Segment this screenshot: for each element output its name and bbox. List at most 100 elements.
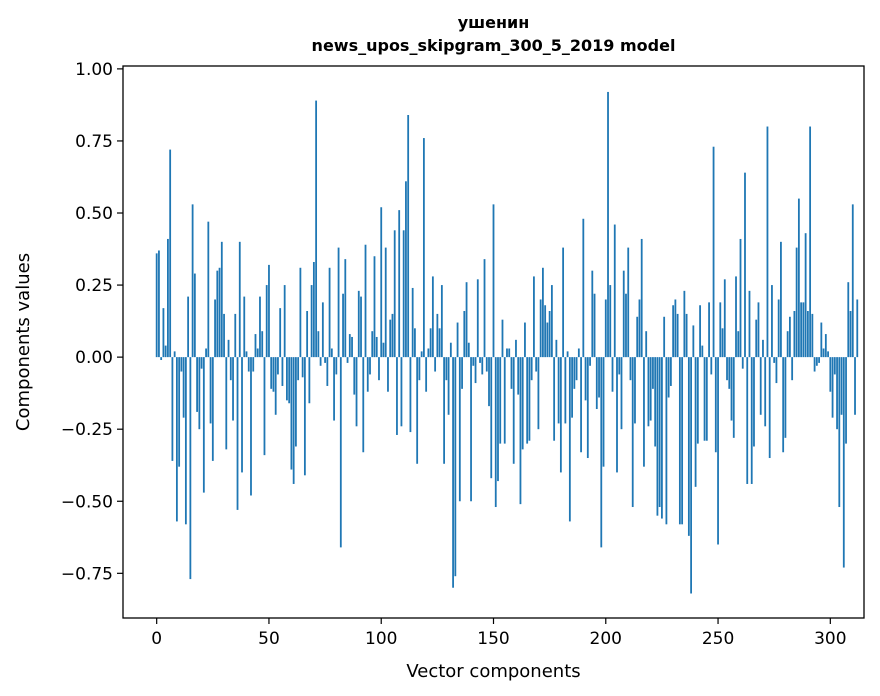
bar-63 [297,357,300,381]
bar-52 [272,357,275,392]
bar-89 [355,357,358,427]
bar-194 [591,270,594,358]
bar-199 [602,357,605,467]
bar-244 [703,357,706,441]
bar-118 [420,351,423,358]
bar-177 [553,357,556,441]
bar-123 [431,276,434,358]
bar-238 [690,357,692,594]
bar-92 [362,357,365,453]
bar-119 [422,138,425,358]
bar-73 [319,357,322,366]
bar-225 [661,357,663,519]
bar-35 [234,313,237,358]
bar-233 [678,357,681,525]
bar-217 [643,357,645,467]
x-tick-label: 100 [365,629,397,649]
bar-68 [308,357,311,404]
bar-81 [337,247,340,358]
bar-50 [268,264,270,358]
bar-305 [840,357,843,415]
bar-257 [732,357,735,438]
bar-113 [409,357,412,433]
bar-178 [555,339,558,358]
bar-64 [299,267,302,358]
bar-66 [303,357,306,476]
bar-159 [512,357,515,464]
bar-200 [604,299,607,358]
bar-12 [182,357,185,418]
bar-77 [328,267,331,358]
bar-212 [631,357,634,508]
bar-71 [315,100,318,358]
bar-82 [339,357,342,548]
bar-265 [750,357,753,484]
bar-105 [391,313,394,358]
bar-186 [573,357,576,389]
bar-170 [537,357,540,430]
bar-285 [795,247,798,358]
bar-83 [342,293,344,358]
bar-88 [353,357,356,395]
bar-76 [326,357,329,386]
bar-103 [387,357,389,392]
bar-215 [638,299,641,358]
bar-156 [506,348,508,358]
bar-154 [501,319,504,358]
bar-106 [393,230,396,358]
bar-51 [270,357,273,389]
bar-185 [571,357,573,418]
bar-298 [824,334,827,358]
bar-80 [335,357,338,375]
bar-165 [526,357,529,444]
bar-62 [295,357,297,447]
bar-112 [407,115,410,358]
bar-248 [712,146,715,358]
bar-97 [373,256,376,358]
bar-189 [580,357,582,453]
bar-286 [797,198,800,358]
x-tick-label: 150 [477,629,509,649]
bar-6 [169,149,172,358]
bar-40 [245,351,248,358]
bar-227 [665,357,668,525]
bar-237 [687,357,690,536]
bar-157 [508,348,511,358]
bar-90 [357,290,360,358]
bar-188 [577,348,580,358]
bar-135 [458,357,461,502]
bar-8 [173,351,176,358]
bar-231 [674,299,677,358]
bar-121 [427,348,430,358]
bar-42 [250,357,252,496]
x-tick-label: 300 [814,629,846,649]
bar-60 [290,357,293,470]
bar-15 [189,357,192,580]
bar-175 [548,311,551,358]
bar-197 [598,357,600,398]
bar-297 [822,348,825,358]
bar-289 [804,233,807,358]
bar-179 [557,357,560,424]
bar-126 [438,328,441,358]
bar-210 [627,247,630,358]
bar-263 [746,357,749,484]
bar-169 [535,357,538,372]
y-tick-label: 1.00 [75,60,113,80]
bar-87 [351,336,353,358]
bar-292 [811,313,814,358]
bar-228 [667,357,670,398]
bar-187 [575,357,578,381]
x-tick-label: 250 [702,629,734,649]
x-tick-label: 50 [258,629,280,649]
bar-33 [229,357,232,381]
bar-28 [218,267,221,358]
bar-160 [515,339,517,358]
bar-195 [593,293,596,358]
bar-34 [232,357,234,421]
bar-37 [238,241,241,358]
bar-70 [312,262,315,358]
bar-48 [263,357,266,456]
bar-129 [445,357,448,381]
bar-155 [503,357,506,444]
